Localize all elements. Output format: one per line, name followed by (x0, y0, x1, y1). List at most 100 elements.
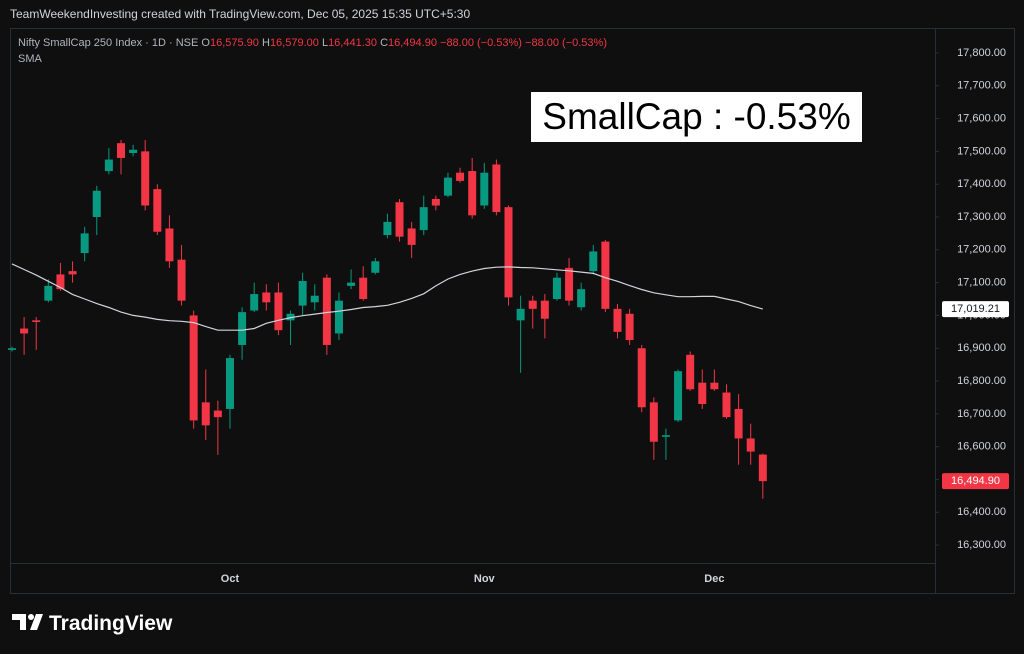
y-tick-label: 17,600.00 (957, 112, 1006, 124)
y-tick-label: 16,800.00 (957, 375, 1006, 387)
candle-body (758, 454, 767, 482)
last-price-label: 16,494.90 (951, 475, 1000, 487)
candle-body (589, 251, 598, 272)
y-tick-label: 17,300.00 (957, 211, 1006, 223)
candle-body (310, 295, 319, 303)
candle-body (322, 277, 331, 345)
candle-body (116, 143, 125, 158)
candle-body (746, 438, 755, 452)
candle-body (250, 294, 259, 311)
candle-body (395, 202, 404, 237)
header-text: TeamWeekendInvesting created with Tradin… (10, 7, 471, 21)
candles (8, 139, 767, 499)
field-key: C (380, 37, 389, 49)
candle-body (44, 285, 53, 301)
candle-body (20, 328, 29, 334)
candle-body (528, 300, 537, 309)
candle-body (468, 171, 477, 216)
candle-body (334, 300, 343, 334)
candle-body (347, 282, 356, 286)
candle-body (734, 408, 743, 439)
candle-body (407, 228, 416, 245)
x-tick-label: Oct (221, 573, 240, 585)
candle-body (516, 308, 525, 321)
candle-body (637, 348, 646, 408)
candle-body (565, 267, 574, 301)
candle-body (383, 221, 392, 236)
candle-body (552, 277, 561, 300)
candle-body (92, 190, 101, 217)
candle-body (177, 259, 186, 301)
candle-body (419, 207, 428, 231)
brand: TradingView (49, 612, 173, 635)
sma-line (11, 263, 763, 331)
y-tick-label: 17,800.00 (957, 47, 1006, 59)
candle-body (456, 172, 465, 181)
candle-body (189, 315, 198, 421)
candle-body (431, 198, 440, 206)
legend: Nifty SmallCap 250 Index · 1D · NSE O16,… (18, 37, 607, 49)
tv-logo (12, 614, 43, 630)
change: −88.00 (−0.53%) (440, 37, 522, 49)
candle-body (104, 159, 113, 172)
y-tick-label: 17,200.00 (957, 244, 1006, 256)
candle-body (129, 149, 138, 154)
field-value: 16,494.90 (388, 37, 437, 49)
field-key: H (261, 37, 270, 49)
candle-body (674, 371, 683, 421)
last-price-label-box (942, 473, 1009, 490)
field-value: 16,579.00 (269, 37, 319, 49)
candle-body (225, 358, 234, 409)
field-key: O (201, 37, 210, 49)
candle-body (56, 274, 65, 290)
candle-body (661, 435, 670, 437)
candle-body (201, 402, 210, 426)
y-tick-label: 16,700.00 (957, 408, 1006, 420)
y-tick-label: 17,500.00 (957, 145, 1006, 157)
candle-body (298, 280, 307, 306)
candle-body (274, 292, 283, 331)
sma-price-label-box (942, 301, 1009, 318)
candle-body (686, 354, 695, 390)
candle-body (213, 410, 222, 418)
candle-body (722, 392, 731, 418)
candle-body (68, 271, 77, 275)
candle-body (625, 313, 634, 341)
candle-body (165, 228, 174, 262)
candle-body (504, 207, 513, 298)
candle-body (710, 382, 719, 390)
change: −88.00 (−0.53%) (525, 37, 607, 49)
indicator-label: SMA (18, 53, 42, 65)
field-value: 16,575.90 (209, 37, 259, 49)
x-tick-label: Nov (474, 573, 496, 585)
y-tick-label: 17,400.00 (957, 178, 1006, 190)
y-tick-label: 16,600.00 (957, 441, 1006, 453)
candle-body (141, 151, 150, 206)
candle-body (492, 164, 501, 213)
field-key: L (321, 37, 329, 49)
candle-body (286, 313, 295, 321)
x-tick-label: Dec (704, 573, 724, 585)
candle-body (80, 233, 89, 254)
chart-frame (10, 28, 1015, 594)
candle-body (698, 382, 707, 405)
candle-body (649, 402, 658, 442)
field-value: 16,441.30 (328, 37, 377, 49)
y-tick-label: 16,400.00 (957, 506, 1006, 518)
candle-body (540, 300, 549, 319)
candle-body (577, 289, 586, 308)
candle-body (153, 189, 162, 232)
candle-body (32, 320, 41, 322)
candle-body (359, 277, 368, 300)
sma-price-label: 17,019.21 (951, 303, 1000, 315)
y-tick-label: 17,100.00 (957, 277, 1006, 289)
candle-body (238, 312, 247, 345)
candle-body (8, 348, 16, 350)
y-tick-label: 16,300.00 (957, 539, 1006, 551)
candle-body (262, 292, 271, 303)
candle-body (371, 261, 380, 273)
annotation: SmallCap : -0.53% (531, 92, 862, 142)
candle-body (613, 308, 622, 332)
candle-body (480, 172, 489, 206)
